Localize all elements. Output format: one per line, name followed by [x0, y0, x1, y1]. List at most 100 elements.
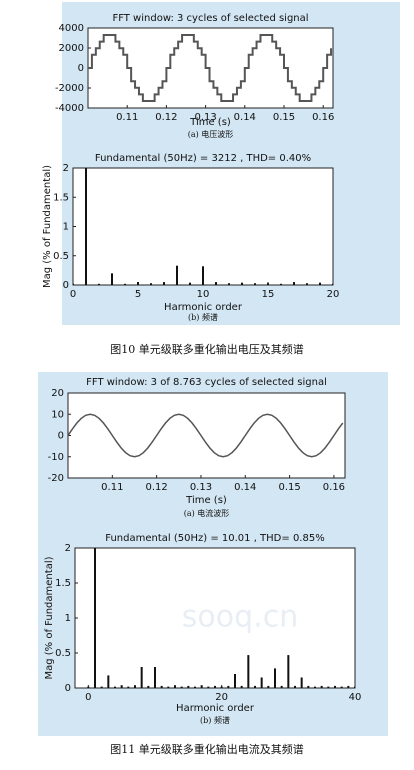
plot-marks: [88, 34, 333, 102]
y-tick-label: -4000: [55, 103, 84, 114]
bar: [180, 686, 183, 688]
bar: [100, 686, 103, 688]
x-tick-label: 0.14: [234, 112, 256, 123]
watermark: sooq.cn: [182, 600, 298, 635]
x-tick-label: 0.14: [234, 482, 256, 493]
bar: [111, 273, 113, 285]
x-tick-label: 0.15: [273, 112, 295, 123]
chart-title: FFT window: 3 cycles of selected signal: [112, 13, 308, 24]
bar: [137, 282, 139, 285]
bar: [354, 686, 355, 688]
bar: [174, 685, 176, 688]
figure-caption: 图11 单元级联多重化输出电流及其频谱: [110, 742, 304, 756]
bar: [189, 282, 191, 285]
y-tick-label: 0: [78, 63, 84, 74]
bar: [85, 168, 87, 285]
bar: [280, 283, 282, 285]
plot-area: [67, 392, 346, 479]
x-tick-label: 20: [215, 692, 228, 703]
bar: [267, 685, 270, 688]
x-axis-label: Time (s): [185, 495, 227, 506]
bar: [307, 685, 310, 688]
figure-caption: 图10 单元级联多重化输出电压及其频谱: [110, 342, 304, 356]
bar: [154, 667, 156, 688]
x-tick-label: 0.12: [155, 112, 177, 123]
y-tick-label: -20: [48, 473, 64, 484]
bar: [287, 655, 290, 688]
bar: [124, 283, 126, 285]
x-axis-label: Harmonic order: [164, 302, 243, 313]
bar: [227, 685, 230, 688]
bar: [200, 685, 203, 688]
bar: [127, 686, 130, 688]
x-tick-label: 0.13: [190, 482, 212, 493]
bar: [241, 282, 243, 285]
x-tick-label: 40: [349, 692, 362, 703]
x-tick-label: 5: [135, 289, 141, 300]
bar: [319, 282, 321, 285]
y-tick-label: 20: [51, 388, 64, 399]
x-tick-label: 0.13: [194, 112, 216, 123]
bar: [207, 686, 210, 688]
y-tick-label: 0.5: [55, 648, 71, 659]
y-tick-label: 0: [63, 280, 69, 291]
bar: [150, 283, 152, 285]
y-tick-label: -2000: [55, 83, 84, 94]
bar: [194, 686, 196, 688]
subcaption: (b) 频谱: [188, 312, 218, 322]
bar: [340, 686, 343, 688]
waveform: [68, 413, 344, 458]
subcaption: (a) 电流波形: [184, 508, 230, 518]
bar: [260, 677, 263, 688]
y-tick-label: 0: [58, 431, 64, 442]
bar: [240, 685, 243, 688]
bar: [73, 283, 74, 285]
bar: [160, 685, 163, 688]
bar: [300, 677, 303, 688]
bar: [234, 674, 236, 688]
y-tick-label: 0.5: [53, 251, 69, 262]
y-tick-label: 1.5: [53, 192, 69, 203]
bar: [320, 685, 323, 688]
bar: [98, 283, 100, 285]
x-tick-label: 0.15: [278, 482, 300, 493]
bar: [254, 685, 256, 688]
y-tick-label: 0: [65, 683, 71, 694]
y-tick-label: 4000: [59, 23, 84, 34]
bar: [167, 686, 170, 688]
x-tick-label: 15: [262, 289, 275, 300]
x-axis-label: Harmonic order: [176, 703, 255, 714]
bar: [294, 685, 296, 688]
x-tick-label: 0.16: [323, 482, 345, 493]
y-tick-label: 1.5: [55, 578, 71, 589]
bar: [228, 283, 230, 285]
y-tick-label: 2: [65, 543, 71, 554]
bar: [334, 685, 336, 688]
bar: [267, 283, 269, 285]
waveform: [88, 34, 333, 102]
chart-title: Fundamental (50Hz) = 3212 , THD= 0.40%: [95, 153, 311, 164]
x-tick-label: 0.11: [116, 112, 138, 123]
bar: [140, 667, 143, 688]
x-tick-label: 10: [197, 289, 210, 300]
plot-marks: [87, 548, 355, 688]
bar: [134, 685, 136, 688]
y-tick-label: 1: [65, 613, 71, 624]
y-tick-label: 2000: [59, 43, 84, 54]
y-tick-label: -10: [48, 452, 64, 463]
bar: [347, 685, 350, 688]
bar: [176, 265, 178, 285]
bar: [247, 655, 250, 688]
bar: [280, 685, 283, 688]
y-axis-label: Mag (% of Fundamental): [42, 165, 53, 288]
bar: [314, 686, 316, 688]
chart-title: FFT window: 3 of 8.763 cycles of selecte…: [86, 377, 327, 388]
bar: [214, 685, 216, 688]
bar: [254, 283, 256, 285]
bar: [215, 282, 217, 285]
bar: [114, 686, 116, 688]
bar: [120, 685, 123, 688]
x-tick-label: 0: [70, 289, 76, 300]
bar: [107, 675, 110, 688]
